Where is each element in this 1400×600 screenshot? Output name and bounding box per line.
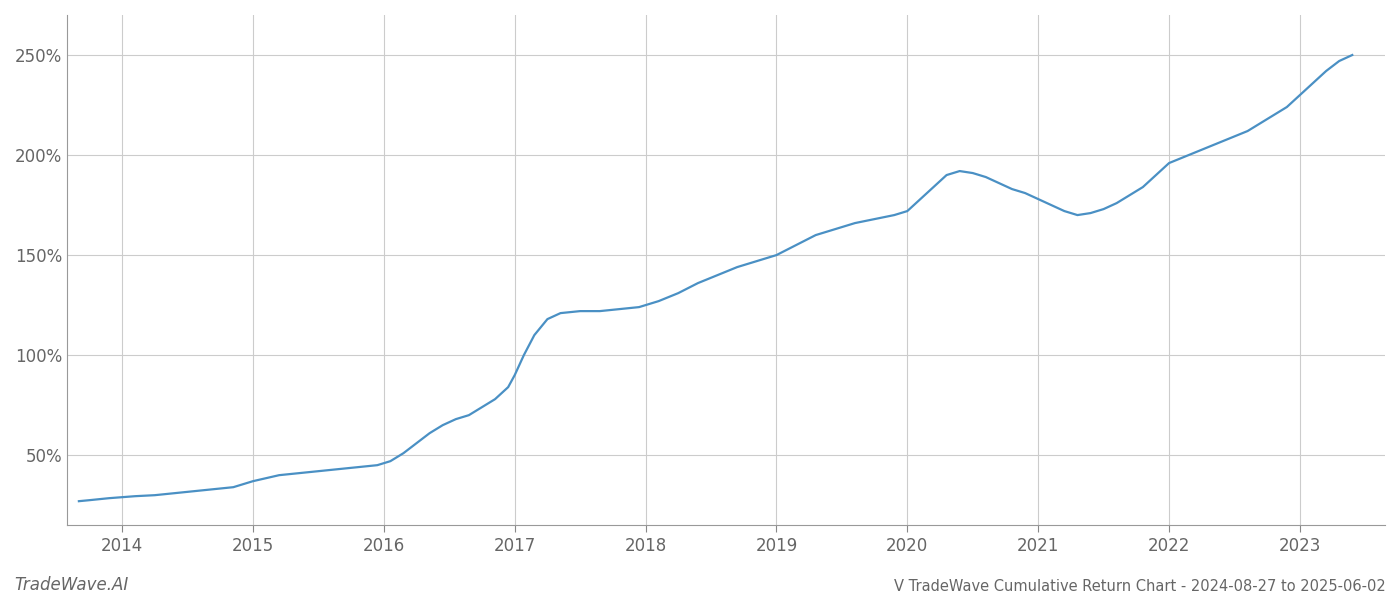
Text: TradeWave.AI: TradeWave.AI bbox=[14, 576, 129, 594]
Text: V TradeWave Cumulative Return Chart - 2024-08-27 to 2025-06-02: V TradeWave Cumulative Return Chart - 20… bbox=[895, 579, 1386, 594]
